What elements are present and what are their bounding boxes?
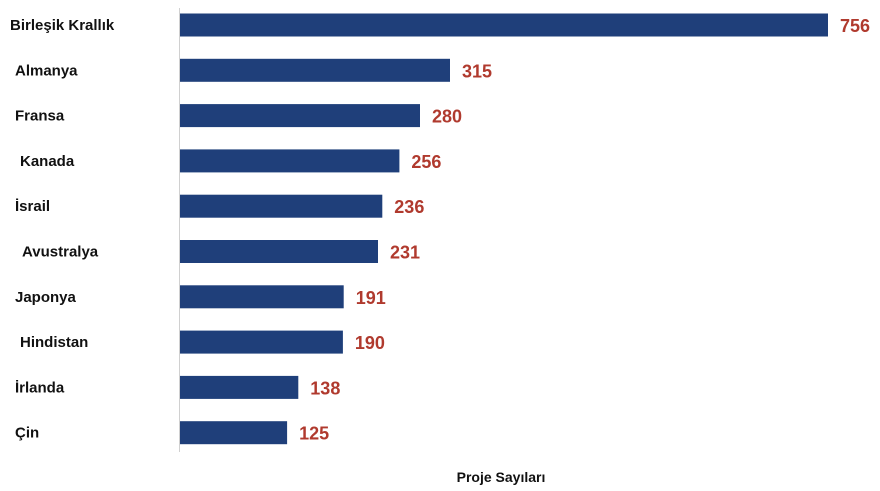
value-label: 236 [394, 197, 424, 217]
category-label: Birleşik Krallık [10, 17, 115, 34]
bar [180, 104, 420, 128]
bar [180, 194, 383, 218]
bar [180, 240, 378, 263]
value-label: 190 [355, 333, 385, 353]
bar [180, 13, 828, 37]
category-label: Avustralya [22, 244, 99, 261]
bar [180, 149, 400, 173]
category-label: Hindistan [20, 334, 88, 351]
value-label: 125 [299, 424, 329, 444]
x-axis-title: Proje Sayıları [457, 469, 546, 485]
category-label: Çin [15, 425, 39, 442]
category-label: İrlanda [15, 379, 65, 396]
category-label: İsrail [15, 198, 50, 215]
category-label: Almanya [15, 62, 78, 79]
value-label: 256 [411, 152, 441, 172]
value-label: 138 [310, 378, 340, 398]
value-labels: 756 315 280 256 236 231 191 190 138 125 [299, 16, 870, 444]
value-label: 191 [356, 288, 386, 308]
value-label: 231 [390, 243, 420, 263]
bar [180, 421, 288, 445]
value-label: 756 [840, 16, 870, 36]
bar [180, 330, 343, 354]
bar [180, 58, 450, 82]
bar [180, 375, 299, 399]
value-label: 280 [432, 107, 462, 127]
bar [180, 285, 344, 309]
category-label: Japonya [15, 289, 77, 306]
category-labels: Birleşik Krallık Almanya Fransa Kanada İsrai… [10, 17, 115, 442]
category-label: Fransa [15, 108, 65, 125]
bar-group [180, 13, 828, 445]
category-label: Kanada [20, 153, 75, 170]
value-label: 315 [462, 61, 492, 81]
